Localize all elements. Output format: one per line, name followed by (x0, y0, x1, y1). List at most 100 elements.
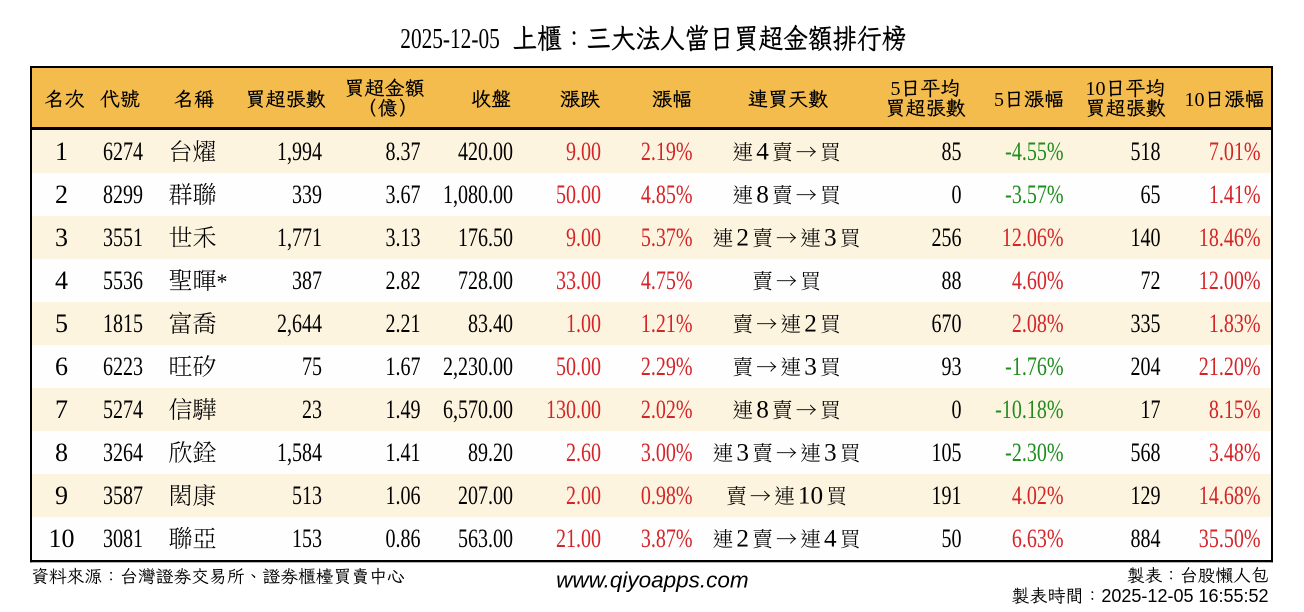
svg-text:1: 1 (55, 137, 68, 166)
svg-text:88: 88 (941, 267, 961, 296)
svg-text:2.19%: 2.19% (641, 138, 693, 167)
svg-text:5: 5 (994, 89, 1004, 111)
svg-text:33.00: 33.00 (556, 267, 601, 296)
svg-text:335: 335 (1130, 310, 1160, 339)
svg-text:0.98%: 0.98% (641, 482, 693, 511)
svg-text:191: 191 (931, 482, 961, 511)
svg-text:2.00: 2.00 (566, 482, 601, 511)
svg-text:5: 5 (55, 309, 68, 338)
svg-text:10: 10 (1185, 89, 1205, 111)
svg-text:5536: 5536 (103, 267, 143, 296)
svg-text:153: 153 (292, 525, 322, 554)
svg-text:12.06%: 12.06% (1002, 224, 1064, 253)
svg-text:563.00: 563.00 (458, 525, 513, 554)
svg-text:1,771: 1,771 (277, 224, 322, 253)
svg-text:3.13: 3.13 (385, 224, 420, 253)
svg-text:2: 2 (55, 180, 68, 209)
svg-text:3: 3 (736, 440, 749, 467)
svg-text:6274: 6274 (103, 138, 143, 167)
svg-text:50.00: 50.00 (556, 181, 601, 210)
svg-text:2.02%: 2.02% (641, 396, 693, 425)
svg-text:9.00: 9.00 (566, 224, 601, 253)
svg-text:2.08%: 2.08% (1012, 310, 1064, 339)
svg-text:2.29%: 2.29% (641, 353, 693, 382)
svg-text:387: 387 (292, 267, 322, 296)
svg-text:-10.18%: -10.18% (995, 396, 1063, 425)
svg-text:8: 8 (756, 182, 769, 209)
svg-text:35.50%: 35.50% (1199, 525, 1261, 554)
svg-text:420.00: 420.00 (458, 138, 513, 167)
svg-text:7.01%: 7.01% (1209, 138, 1261, 167)
svg-text:50.00: 50.00 (556, 353, 601, 382)
svg-text:884: 884 (1130, 525, 1160, 554)
svg-text:3: 3 (55, 223, 68, 252)
svg-text:12.00%: 12.00% (1199, 267, 1261, 296)
svg-text:9: 9 (55, 481, 68, 510)
svg-text:728.00: 728.00 (458, 267, 513, 296)
svg-text:176.50: 176.50 (458, 224, 513, 253)
svg-text:10: 10 (798, 483, 823, 510)
svg-text:2.21: 2.21 (385, 310, 420, 339)
svg-text:2025-12-05 16:55:52: 2025-12-05 16:55:52 (1101, 586, 1268, 606)
svg-text:www.qiyoapps.com: www.qiyoapps.com (556, 567, 749, 592)
svg-text:23: 23 (302, 396, 322, 425)
svg-text:9.00: 9.00 (566, 138, 601, 167)
svg-text:6: 6 (55, 352, 68, 381)
svg-text:5: 5 (891, 78, 901, 100)
svg-text:2: 2 (736, 225, 749, 252)
svg-text:0.86: 0.86 (385, 525, 420, 554)
svg-text:17: 17 (1140, 396, 1160, 425)
svg-text:3: 3 (804, 354, 817, 381)
svg-text:85: 85 (941, 138, 961, 167)
svg-text:1.21%: 1.21% (641, 310, 693, 339)
svg-text:5274: 5274 (103, 396, 143, 425)
svg-text:140: 140 (1130, 224, 1160, 253)
svg-text:3.48%: 3.48% (1209, 439, 1261, 468)
svg-text:8: 8 (55, 438, 68, 467)
svg-text:8.15%: 8.15% (1209, 396, 1261, 425)
svg-text:83.40: 83.40 (468, 310, 513, 339)
svg-text:3.67: 3.67 (385, 181, 420, 210)
svg-text:105: 105 (931, 439, 961, 468)
svg-text:6.63%: 6.63% (1012, 525, 1064, 554)
svg-text:8299: 8299 (103, 181, 143, 210)
svg-text:4.60%: 4.60% (1012, 267, 1064, 296)
svg-text:3.87%: 3.87% (641, 525, 693, 554)
svg-text:1.83%: 1.83% (1209, 310, 1261, 339)
svg-text:5.37%: 5.37% (641, 224, 693, 253)
svg-text:0: 0 (951, 181, 961, 210)
svg-text:8.37: 8.37 (385, 138, 420, 167)
svg-text:1.41%: 1.41% (1209, 181, 1261, 210)
svg-text:256: 256 (931, 224, 961, 253)
svg-text:65: 65 (1140, 181, 1160, 210)
svg-text:-2.30%: -2.30% (1005, 439, 1063, 468)
svg-text:4.02%: 4.02% (1012, 482, 1064, 511)
svg-text:3264: 3264 (103, 439, 143, 468)
svg-text:1.00: 1.00 (566, 310, 601, 339)
svg-text:1.06: 1.06 (385, 482, 420, 511)
svg-text:72: 72 (1140, 267, 1160, 296)
svg-text:2,230.00: 2,230.00 (443, 353, 513, 382)
svg-text:1.67: 1.67 (385, 353, 420, 382)
svg-text:0: 0 (951, 396, 961, 425)
svg-text:89.20: 89.20 (468, 439, 513, 468)
svg-text:18.46%: 18.46% (1199, 224, 1261, 253)
svg-text:2: 2 (736, 526, 749, 553)
svg-text:3081: 3081 (103, 525, 143, 554)
svg-text:1,994: 1,994 (277, 138, 322, 167)
svg-text:3: 3 (824, 225, 837, 252)
svg-text:3587: 3587 (103, 482, 143, 511)
svg-text:513: 513 (292, 482, 322, 511)
svg-text:*: * (217, 269, 228, 294)
svg-text:21.00: 21.00 (556, 525, 601, 554)
svg-text:3551: 3551 (103, 224, 143, 253)
svg-text:1.41: 1.41 (385, 439, 420, 468)
svg-text:204: 204 (1130, 353, 1160, 382)
svg-text:1815: 1815 (103, 310, 143, 339)
svg-text:-3.57%: -3.57% (1005, 181, 1063, 210)
svg-text:670: 670 (931, 310, 961, 339)
svg-text:-4.55%: -4.55% (1005, 138, 1063, 167)
svg-text:339: 339 (292, 181, 322, 210)
svg-text:2,644: 2,644 (277, 310, 322, 339)
svg-text:10: 10 (49, 524, 75, 553)
